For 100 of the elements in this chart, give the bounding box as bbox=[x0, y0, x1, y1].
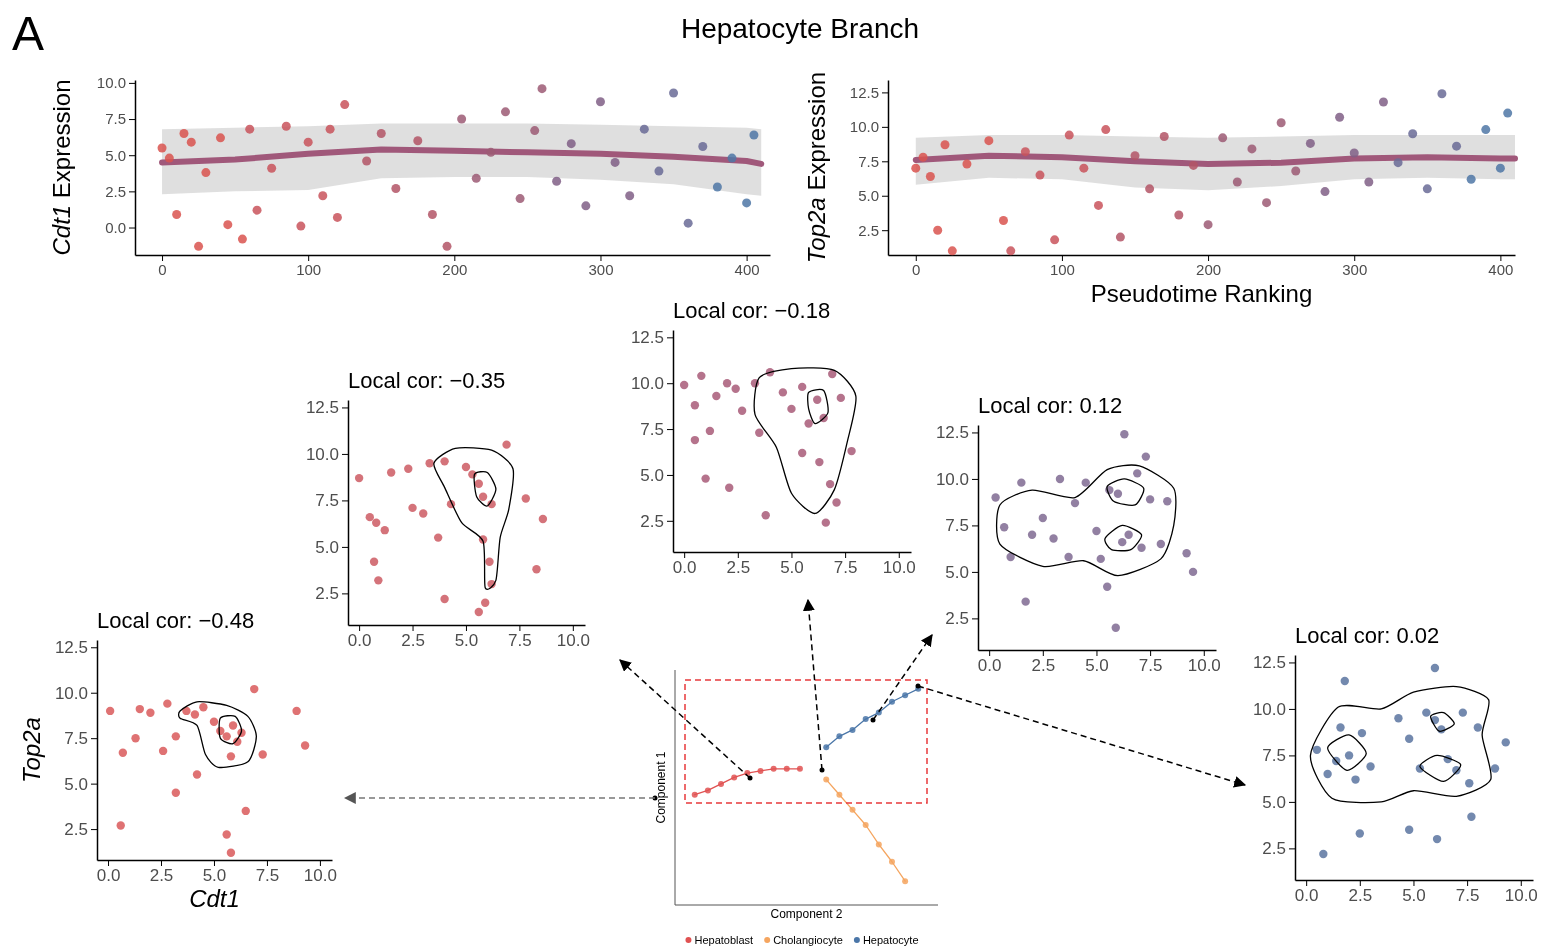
point bbox=[250, 684, 259, 694]
point bbox=[471, 173, 481, 183]
point bbox=[194, 241, 204, 251]
y-tick-label: 7.5 bbox=[640, 420, 664, 440]
point bbox=[1495, 163, 1505, 173]
point bbox=[303, 137, 313, 147]
y-tick-label: 10.0 bbox=[305, 444, 339, 464]
point bbox=[1366, 762, 1375, 771]
y-tick-label: 7.5 bbox=[315, 491, 339, 511]
point bbox=[1291, 166, 1301, 176]
point bbox=[1422, 708, 1431, 717]
point bbox=[1130, 151, 1140, 161]
point bbox=[201, 168, 211, 178]
point bbox=[226, 848, 236, 857]
point bbox=[440, 457, 449, 466]
x-tick-label: 100 bbox=[296, 260, 322, 278]
point bbox=[849, 726, 856, 733]
point bbox=[237, 234, 247, 244]
point bbox=[847, 446, 856, 456]
point bbox=[1336, 723, 1345, 732]
point bbox=[116, 821, 125, 830]
point bbox=[1141, 452, 1151, 461]
x-tick-label: 2.5 bbox=[401, 631, 425, 651]
text: A bbox=[12, 7, 45, 60]
point bbox=[1027, 530, 1037, 539]
point bbox=[757, 767, 764, 774]
point bbox=[362, 156, 372, 166]
chart-title: Local cor: 0.12 bbox=[978, 393, 1123, 418]
x-tick-label: 5.0 bbox=[1402, 886, 1426, 906]
y-tick-label: 5.0 bbox=[105, 146, 126, 164]
x-tick-label: 300 bbox=[588, 260, 614, 278]
point bbox=[1305, 138, 1315, 148]
point bbox=[797, 382, 807, 392]
x-tick-label: 400 bbox=[734, 260, 760, 278]
point bbox=[849, 806, 856, 813]
point bbox=[340, 100, 350, 110]
point bbox=[705, 426, 715, 436]
y-tick-label: 2.5 bbox=[640, 511, 664, 531]
point bbox=[690, 401, 700, 410]
y-tick-label: 2.5 bbox=[945, 609, 969, 629]
y-tick-label: 7.5 bbox=[945, 516, 969, 536]
point bbox=[1092, 526, 1101, 536]
y-tick-label: 10.0 bbox=[96, 74, 126, 92]
point bbox=[1137, 543, 1146, 552]
point bbox=[1203, 220, 1213, 230]
x-tick-label: 5.0 bbox=[1085, 656, 1109, 676]
point bbox=[1458, 708, 1468, 717]
point bbox=[991, 493, 1000, 502]
y-tick-label: 7.5 bbox=[64, 729, 88, 749]
x-tick-label: 10.0 bbox=[1504, 886, 1538, 906]
point bbox=[712, 391, 721, 401]
point bbox=[999, 523, 1009, 532]
point bbox=[374, 576, 383, 585]
y-tick-label: 2.5 bbox=[105, 182, 126, 200]
point bbox=[947, 246, 957, 256]
point bbox=[704, 787, 711, 794]
x-tick-label: 7.5 bbox=[833, 558, 858, 578]
point bbox=[1393, 158, 1403, 168]
point bbox=[836, 733, 843, 740]
point bbox=[1262, 198, 1272, 208]
point bbox=[625, 191, 635, 201]
point bbox=[836, 393, 846, 403]
point bbox=[380, 525, 389, 535]
point bbox=[226, 752, 236, 761]
point bbox=[1218, 133, 1228, 143]
point bbox=[199, 703, 208, 712]
x-tick-label: 7.5 bbox=[1138, 656, 1163, 676]
chart-title: Local cor: −0.18 bbox=[673, 298, 831, 323]
y-tick-label: 5.0 bbox=[640, 465, 664, 485]
point bbox=[1113, 489, 1123, 498]
chart-title: Hepatocyte Branch bbox=[680, 13, 920, 44]
point bbox=[875, 841, 882, 848]
point bbox=[770, 765, 777, 772]
point bbox=[828, 369, 837, 379]
point bbox=[862, 822, 869, 828]
y-tick-label: 7.5 bbox=[1262, 746, 1286, 766]
point bbox=[1452, 141, 1462, 151]
point bbox=[712, 182, 722, 192]
point bbox=[1070, 498, 1080, 508]
point bbox=[1111, 623, 1120, 632]
point bbox=[691, 791, 698, 798]
point bbox=[1064, 130, 1074, 140]
point bbox=[485, 557, 494, 566]
point bbox=[474, 607, 483, 617]
x-tick-label: 10.0 bbox=[1187, 656, 1221, 676]
point bbox=[1120, 430, 1129, 439]
y-axis-title: Top2a Expression bbox=[803, 71, 830, 264]
point bbox=[538, 514, 548, 524]
point bbox=[386, 468, 396, 477]
point bbox=[690, 435, 700, 445]
y-tick-label: 12.5 bbox=[305, 398, 339, 418]
point bbox=[755, 428, 764, 437]
point bbox=[281, 121, 291, 131]
point bbox=[515, 194, 525, 204]
point bbox=[486, 147, 496, 157]
point bbox=[532, 565, 541, 574]
point bbox=[135, 704, 144, 714]
point bbox=[1276, 118, 1286, 128]
point bbox=[182, 706, 191, 716]
point bbox=[1378, 97, 1388, 107]
